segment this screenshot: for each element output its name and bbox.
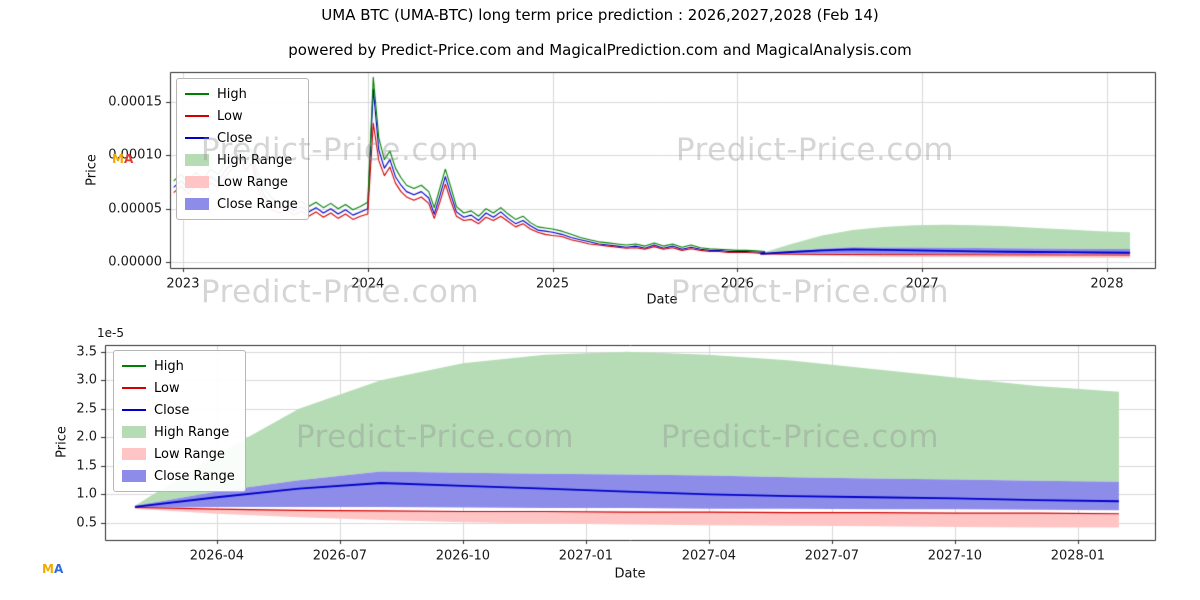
top-chart-yaxis-label: Price: [84, 154, 100, 186]
bottom-chart-yaxis-label: Price: [54, 426, 70, 458]
top-chart-xaxis-label: Date: [646, 292, 678, 308]
yaxis-offset-label: 1e-5: [97, 326, 124, 340]
page-subtitle: powered by Predict-Price.com and Magical…: [288, 41, 912, 59]
page-title: UMA BTC (UMA-BTC) long term price predic…: [321, 6, 879, 24]
bottom-chart-xaxis-label: Date: [614, 566, 646, 582]
